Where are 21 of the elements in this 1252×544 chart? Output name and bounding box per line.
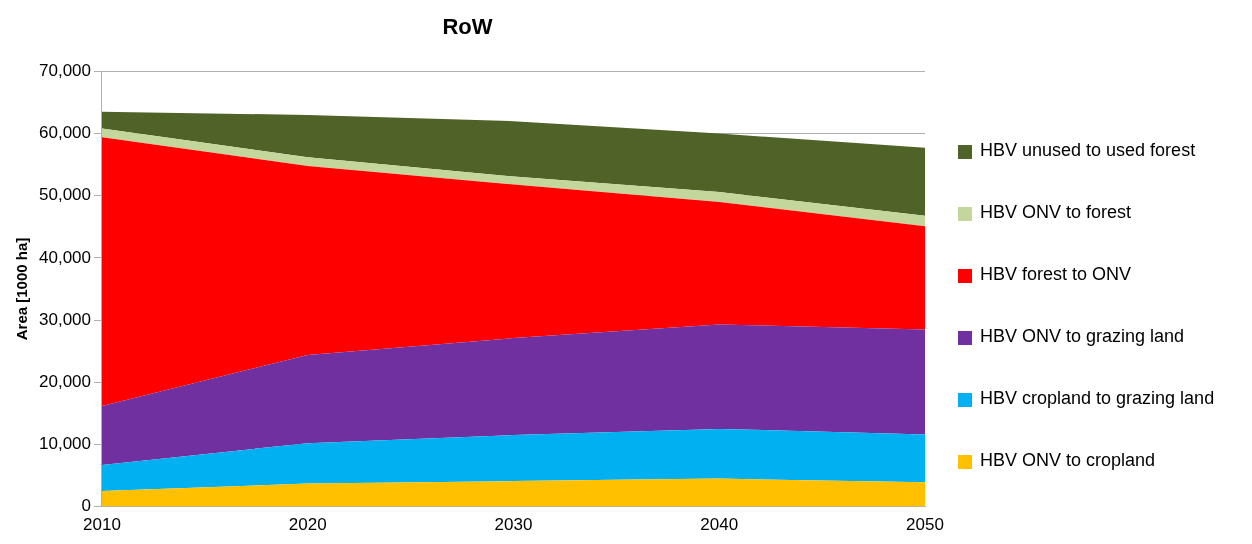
legend-label: HBV unused to used forest [980,140,1196,161]
y-axis-title: Area [1000 ha] [13,237,31,341]
x-tick-label: 2010 [83,515,121,535]
x-tick-label: 2020 [288,515,327,535]
legend-label: HBV cropland to grazing land [980,388,1215,409]
y-tick-label: 60,000 [39,123,91,143]
y-tick-label: 20,000 [39,371,91,391]
y-tick-label: 70,000 [39,61,91,81]
y-tick-label: 40,000 [39,247,91,267]
x-tick-label: 2050 [906,515,944,535]
x-tick-label: 2040 [700,515,739,535]
y-tick-label: 30,000 [39,309,91,329]
y-tick-label: 50,000 [39,185,91,205]
x-tick-label: 2030 [494,515,533,535]
y-tick-label: 10,000 [39,434,91,454]
legend-label: HBV forest to ONV [980,264,1132,285]
legend-label: HBV ONV to grazing land [980,326,1185,347]
legend-label: HBV ONV to forest [980,202,1132,223]
y-tick-label: 0 [81,496,91,516]
legend-label: HBV ONV to cropland [980,450,1156,471]
chart-title: RoW [442,14,493,40]
